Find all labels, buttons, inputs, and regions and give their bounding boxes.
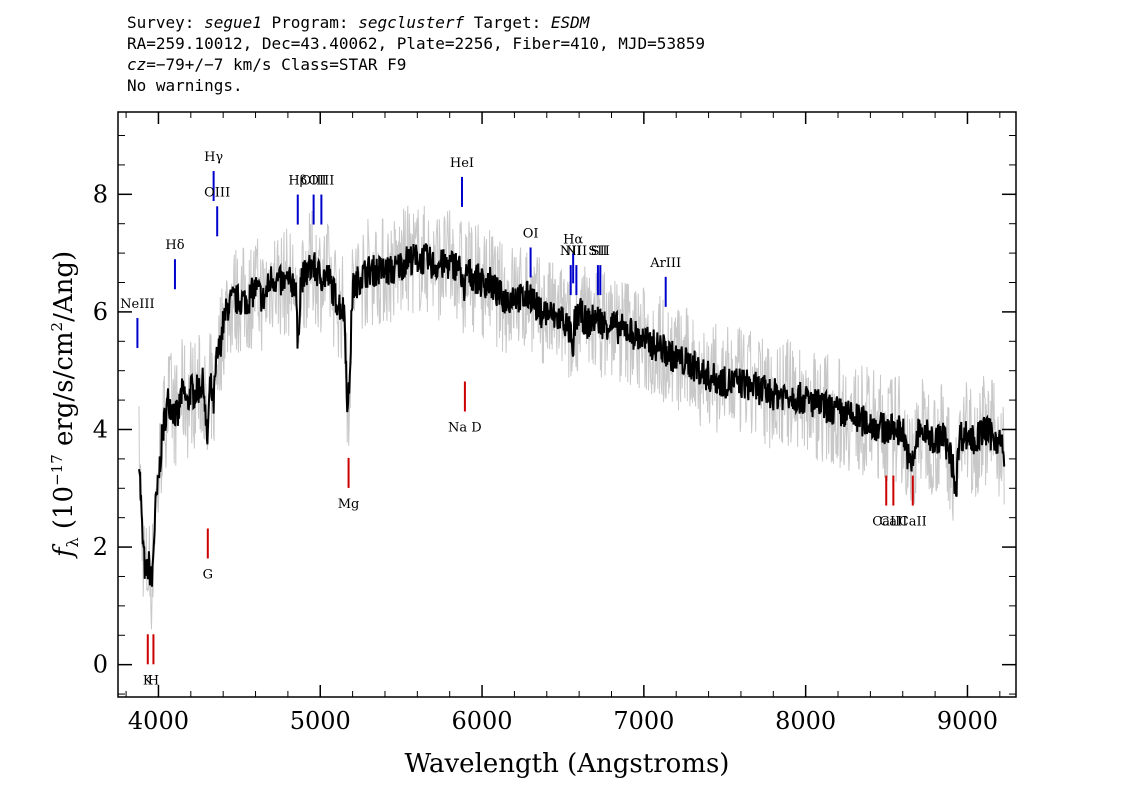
header-line-1: Survey: segue1 Program: segclusterf Targ… [127, 12, 705, 33]
spectrum-header: Survey: segue1 Program: segclusterf Targ… [127, 12, 705, 96]
y-tick-label: 6 [93, 298, 108, 326]
y-tick-label: 4 [93, 415, 108, 443]
cz-label: cz [127, 55, 147, 74]
spectral-line-label: OIII [301, 174, 327, 189]
spectral-line-label: OI [523, 226, 539, 241]
survey-label: Survey: [127, 13, 205, 32]
spectral-line-label: NII [560, 244, 582, 259]
spectral-line-label: Hγ [204, 150, 223, 165]
axes: 4000 5000 6000 7000 8000 9000 0 2 4 6 8 [93, 112, 1016, 735]
y-label-exp1: −17 [48, 454, 66, 486]
y-tick-label: 2 [93, 533, 108, 561]
header-line-4: No warnings. [127, 76, 243, 95]
x-tick-label: 7000 [613, 707, 674, 735]
plot-frame [117, 111, 1017, 698]
y-label-mid: erg/s/cm [49, 331, 79, 454]
target-label: Target: [464, 13, 551, 32]
y-tick-label: 0 [93, 651, 108, 679]
x-tick-label: 6000 [452, 707, 513, 735]
y-axis-label: fλ (10−17 erg/s/cm2/Ang) [48, 251, 82, 559]
spectral-line-label: OIII [204, 185, 230, 200]
y-label-post: /Ang) [49, 251, 79, 322]
header-line-2: RA=259.10012, Dec=43.40062, Plate=2256, … [127, 34, 705, 53]
flux-series [138, 243, 1006, 587]
x-tick-label: 9000 [937, 707, 998, 735]
spectral-line-label: SII [591, 244, 610, 259]
x-tick-label: 4000 [128, 707, 189, 735]
program-label: Program: [261, 13, 359, 32]
spectral-line-label: HeI [450, 156, 474, 171]
spectral-line-label: NII [566, 244, 588, 259]
y-label-pre: (10 [49, 486, 79, 538]
spectral-line-label: Hδ [165, 238, 184, 253]
y-label-exp2: 2 [48, 322, 66, 332]
survey-value: segue1 [204, 13, 262, 32]
spectral-line-label: CaII [879, 515, 907, 530]
y-label-lambda: λ [63, 537, 82, 547]
spectral-line-label: H [148, 673, 159, 688]
spectral-line-label: G [203, 567, 213, 582]
spectral-line-label: NeIII [120, 297, 154, 312]
spectral-line-label: Mg [338, 497, 360, 512]
spectral-line-label: CaII [899, 515, 927, 530]
spectral-line-label: Hα [563, 232, 583, 247]
x-axis-label: Wavelength (Angstroms) [405, 749, 730, 779]
spectral-line-label: OIII [308, 174, 334, 189]
flux-trace [138, 243, 1006, 587]
spectral-line-label: Hβ [288, 174, 307, 189]
program-value: segclusterf [358, 13, 465, 32]
spectral-line-label: ArIII [649, 256, 681, 271]
y-tick-label: 8 [93, 180, 108, 208]
x-tick-label: 5000 [290, 707, 351, 735]
spectral-line-label: SII [588, 244, 607, 259]
x-tick-label: 8000 [775, 707, 836, 735]
header-line-3: cz=−79+/−7 km/s Class=STAR F9 [127, 54, 705, 75]
spectral-line-label: Na D [448, 420, 482, 435]
spectral-line-label: CaII [872, 515, 900, 530]
target-value: ESDM [550, 13, 590, 32]
spectral-line-label: K [143, 673, 153, 688]
cz-class-value: =−79+/−7 km/s Class=STAR F9 [146, 55, 407, 74]
